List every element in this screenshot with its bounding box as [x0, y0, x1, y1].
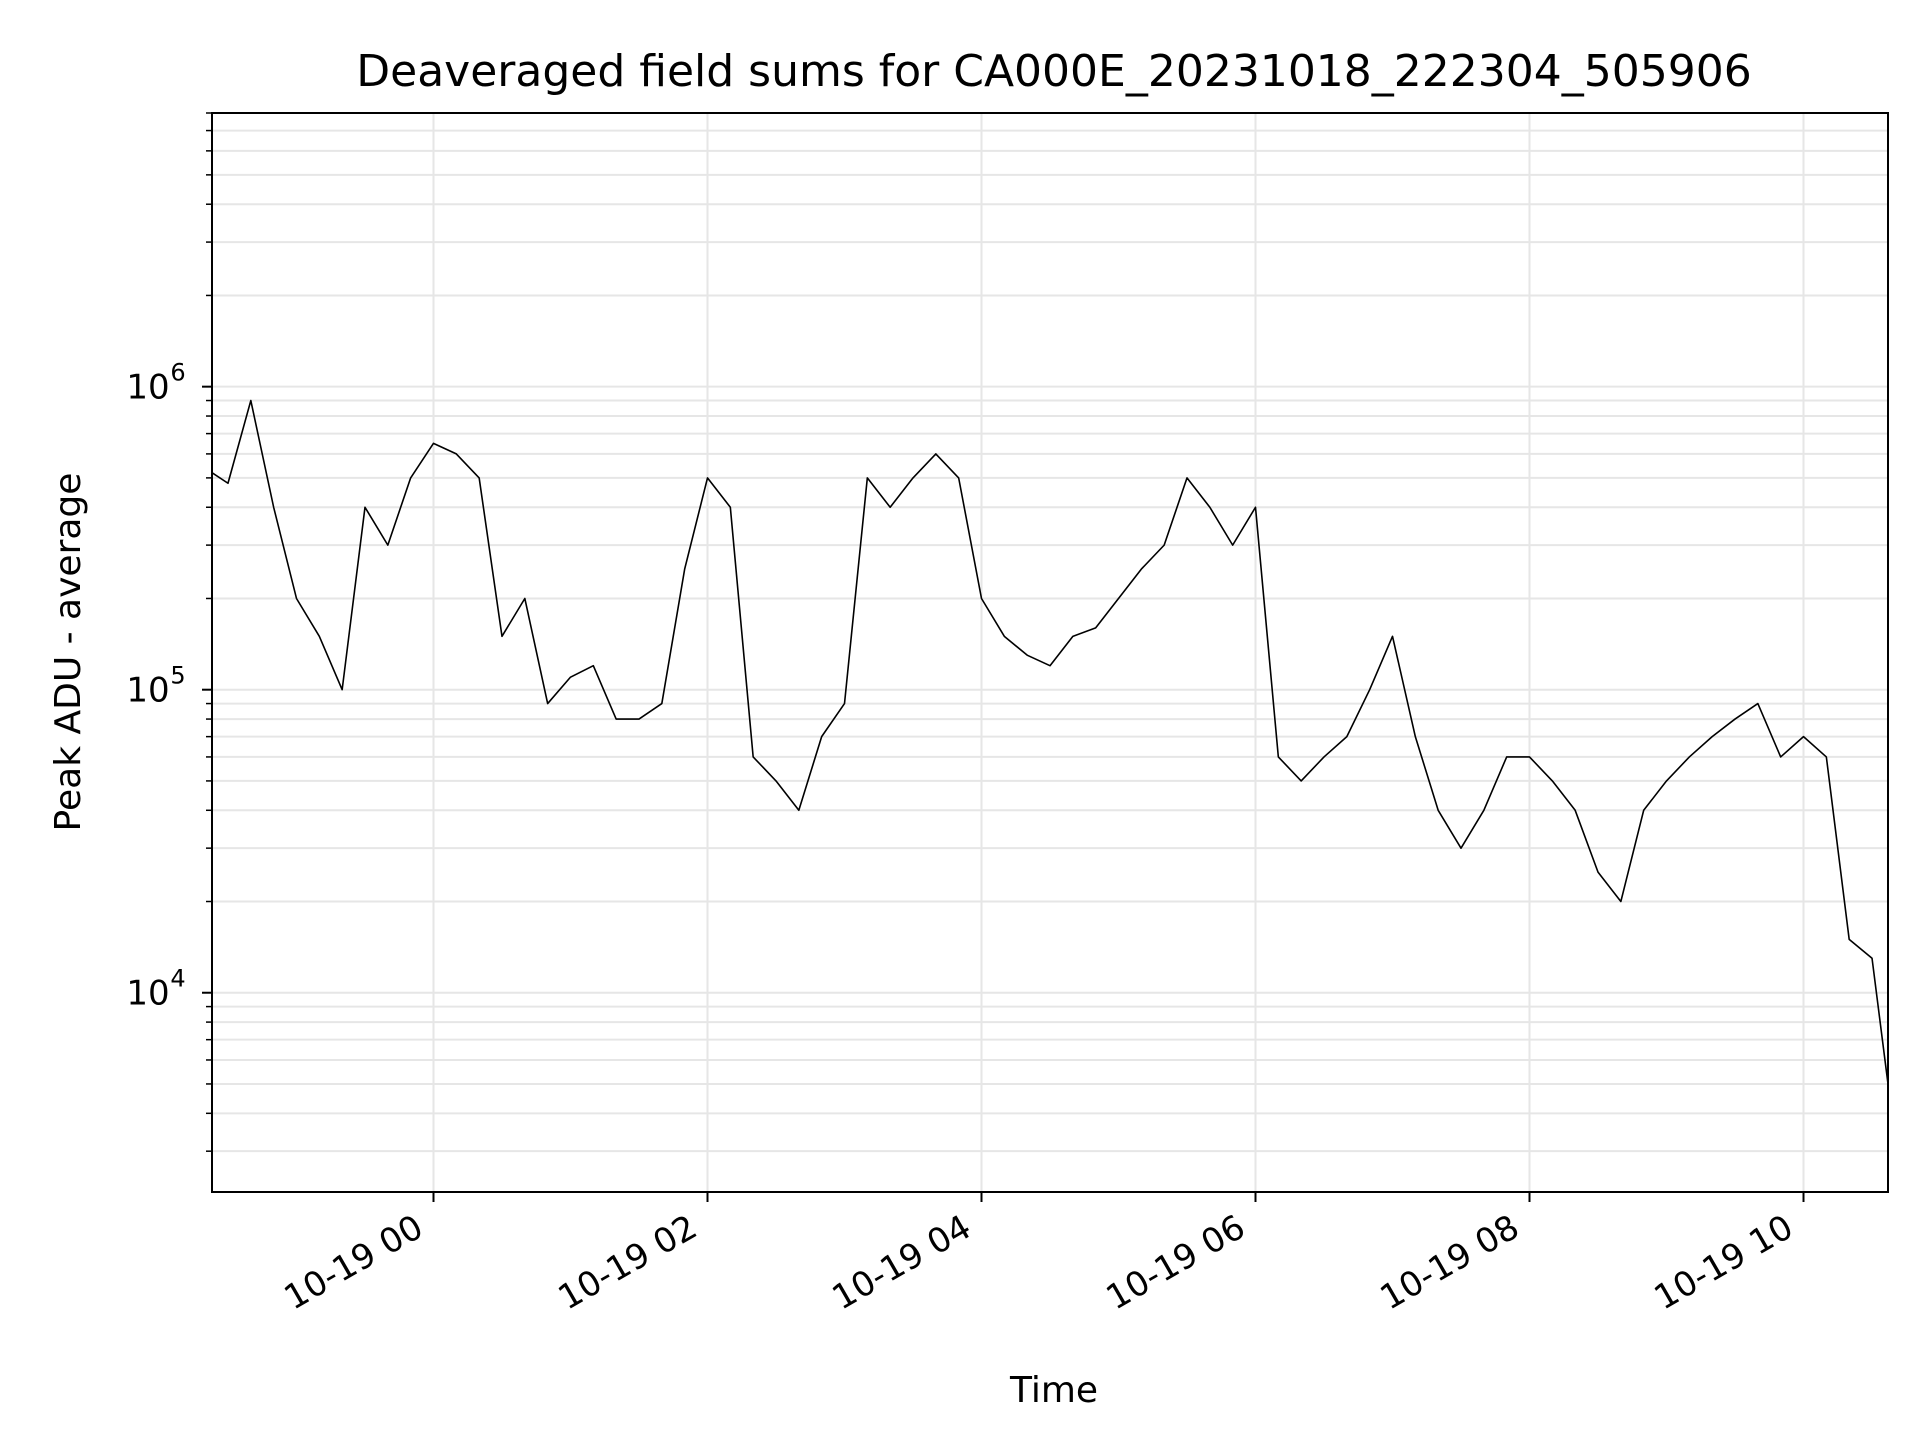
- series-line: [211, 399, 1889, 1085]
- series-line-group: [211, 399, 1889, 1085]
- chart-title: Deaveraged field sums for CA000E_2023101…: [356, 46, 1751, 97]
- x-axis-label: Time: [1009, 1370, 1098, 1411]
- y-tick-label: 10: [126, 974, 169, 1014]
- y-tick-label-exponent: 6: [170, 359, 185, 387]
- y-tick-label: 10: [126, 671, 169, 711]
- y-tick-label-exponent: 5: [170, 662, 185, 690]
- grid-lines: [212, 112, 1888, 1192]
- plot-frame: [211, 112, 1889, 1193]
- y-tick-label: 10: [126, 368, 169, 408]
- y-tick-label-exponent: 4: [170, 965, 185, 993]
- y-axis-label: Peak ADU - average: [48, 473, 89, 832]
